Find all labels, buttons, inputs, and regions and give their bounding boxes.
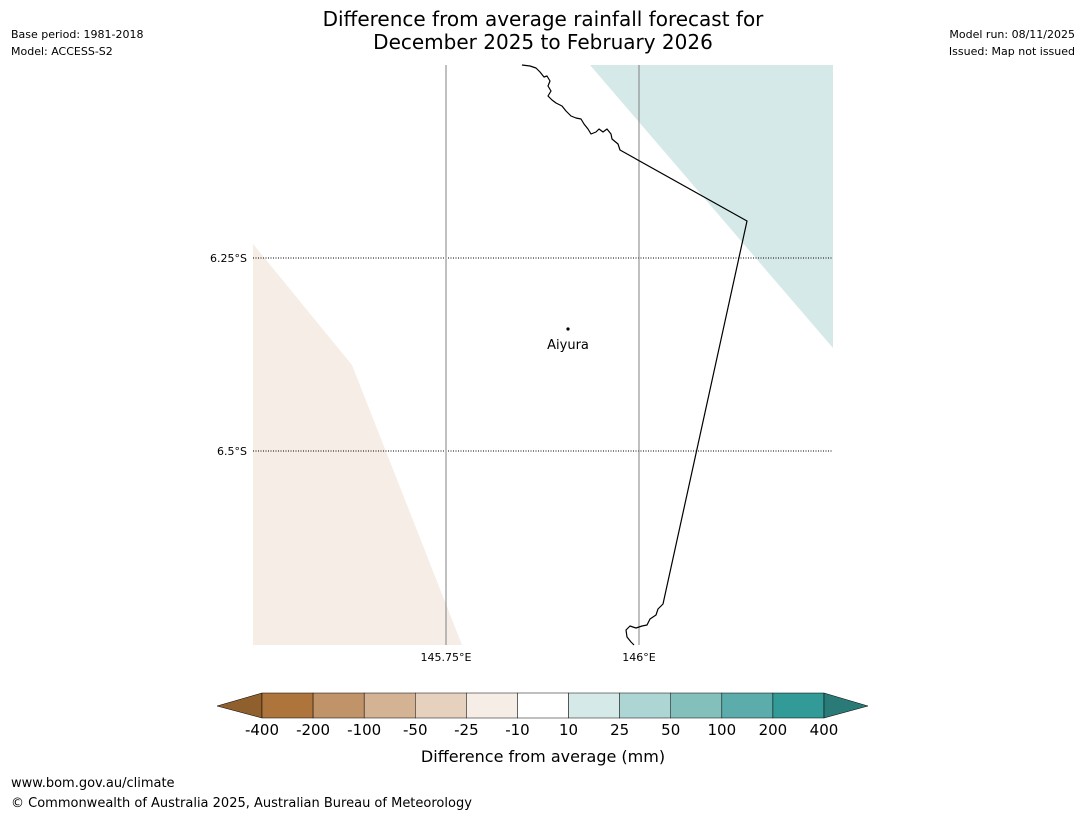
model-text: Model: ACCESS-S2: [11, 45, 113, 58]
base-period-text: Base period: 1981-2018: [11, 28, 144, 41]
map-title-line-2: December 2025 to February 2026: [373, 30, 713, 54]
map-title-line-1: Difference from average rainfall forecas…: [322, 7, 764, 31]
colorbar-title: Difference from average (mm): [421, 747, 665, 766]
colorbar-tick-label: 50: [661, 721, 680, 739]
place-label: Aiyura: [547, 338, 589, 353]
lon-label-145-75e: 145.75°E: [421, 651, 472, 664]
colorbar-segment-10: [772, 692, 825, 719]
wetter-region: [590, 65, 833, 348]
metadata-right: Model run: 08/11/2025 Issued: Map not is…: [949, 26, 1075, 60]
colorbar-segment-7: [619, 692, 671, 719]
footer-url: www.bom.gov.au/climate: [11, 776, 175, 791]
colorbar-tick-label: -200: [296, 721, 330, 739]
drier-region: [253, 244, 462, 645]
colorbar-segment-2: [363, 692, 416, 719]
place-marker: [566, 327, 570, 331]
colorbar-segment-0: [261, 692, 314, 719]
colorbar-tick-label: 10: [559, 721, 578, 739]
colorbar-tick-label: 25: [610, 721, 629, 739]
colorbar-tick-label: -400: [245, 721, 279, 739]
colorbar-tick-label: 400: [810, 721, 839, 739]
colorbar-under-arrow: [216, 692, 263, 719]
colorbar-tick-label: -50: [403, 721, 428, 739]
colorbar-segment-1: [312, 692, 365, 719]
colorbar-tick-label: -25: [454, 721, 479, 739]
colorbar-tick-label: -100: [347, 721, 381, 739]
colorbar-segment-3: [415, 692, 467, 719]
colorbar-segment-9: [721, 692, 774, 719]
colorbar-segment-6: [568, 692, 620, 719]
colorbar-segment-4: [466, 692, 518, 719]
colorbar-over-arrow: [823, 692, 869, 719]
colorbar-legend: -400 -200 -100 -50 -25 -10 10 25 50 100 200 400 Dif…: [216, 692, 869, 766]
metadata-left: Base period: 1981-2018 Model: ACCESS-S2: [11, 26, 143, 60]
model-run-text: Model run: 08/11/2025: [949, 28, 1075, 41]
colorbar-tick-label: -10: [505, 721, 530, 739]
colorbar-tick-label: 100: [707, 721, 736, 739]
colorbar-segment-8: [670, 692, 723, 719]
issued-text: Issued: Map not issued: [948, 45, 1075, 58]
footer-copyright: © Commonwealth of Australia 2025, Austra…: [11, 796, 472, 811]
lat-label-6-25s: 6.25°S: [210, 252, 247, 265]
lat-label-6-5s: 6.5°S: [217, 445, 247, 458]
colorbar-segment-5: [517, 692, 569, 719]
coastline-boundary: [521, 64, 748, 646]
colorbar-tick-label: 200: [759, 721, 788, 739]
lon-label-146e: 146°E: [622, 651, 655, 664]
